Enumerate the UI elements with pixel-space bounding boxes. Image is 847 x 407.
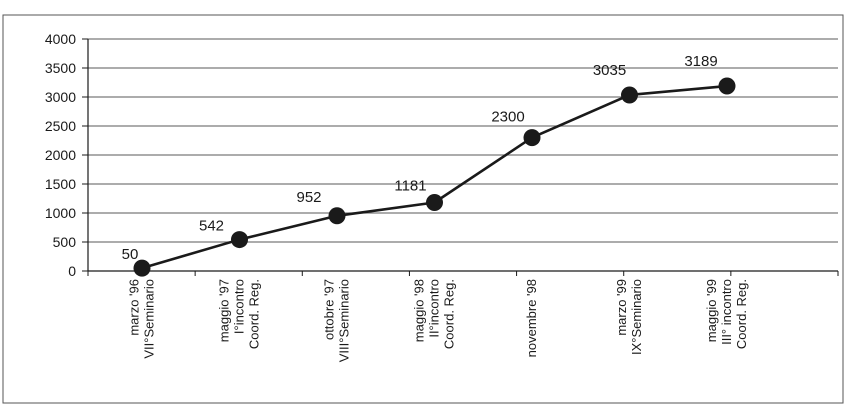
y-tick-label: 3000 [45, 89, 76, 105]
data-label: 2300 [491, 109, 524, 126]
x-tick-label: II°incontro [427, 279, 442, 338]
data-labels: 50 542 952 1181 2300 3035 3189 [122, 53, 718, 263]
x-tick-label: ottobre '97 [322, 279, 337, 340]
data-markers [133, 77, 736, 277]
data-point-marker [523, 129, 541, 147]
y-tick-labels: 0 500 1000 1500 2000 2500 3000 3500 4000 [45, 31, 76, 279]
data-label: 952 [296, 189, 321, 206]
y-tick-label: 3500 [45, 60, 76, 76]
x-tick-label: VIII°Seminario [337, 279, 352, 362]
x-tick-label: IX°Seminario [629, 279, 644, 355]
y-tick-label: 500 [53, 234, 77, 250]
x-tick-labels: marzo '96 VII°Seminario maggio '97 I°incont… [127, 279, 750, 362]
y-tick-label: 1000 [45, 205, 76, 221]
x-tick-label: marzo '96 [127, 279, 142, 336]
y-tick-label: 0 [68, 263, 76, 279]
data-label: 3035 [593, 62, 626, 79]
data-point-marker [231, 231, 248, 249]
x-tick-label: Coord. Reg. [442, 279, 457, 349]
x-tick-label: Coord. Reg. [734, 279, 749, 349]
data-point-marker [621, 86, 638, 104]
data-point-marker [718, 77, 736, 95]
x-tick-label: marzo '99 [614, 279, 629, 336]
x-tick-label: VII°Seminario [142, 279, 157, 359]
x-tick-label: I°incontro [232, 279, 247, 334]
y-tick-label: 2500 [45, 118, 76, 134]
data-point-marker [133, 259, 151, 277]
data-label: 1181 [394, 178, 426, 195]
x-tick-label: maggio '98 [412, 279, 427, 342]
data-label: 542 [199, 218, 224, 235]
x-tick-label: novembre '98 [524, 279, 539, 357]
data-label: 50 [122, 246, 139, 263]
x-tick-label: III° incontro [719, 279, 734, 345]
y-tick-label: 2000 [45, 147, 76, 163]
x-tick-label: maggio '97 [217, 279, 232, 342]
chart-border [2, 14, 844, 404]
data-point-marker [328, 207, 346, 225]
data-label: 3189 [684, 53, 717, 70]
y-tick-label: 4000 [45, 31, 76, 47]
axes [82, 38, 839, 276]
x-tick-label: maggio '99 [704, 279, 719, 342]
x-tick-label: Coord. Reg. [247, 279, 262, 349]
data-point-marker [426, 194, 443, 212]
y-tick-label: 1500 [45, 176, 76, 192]
